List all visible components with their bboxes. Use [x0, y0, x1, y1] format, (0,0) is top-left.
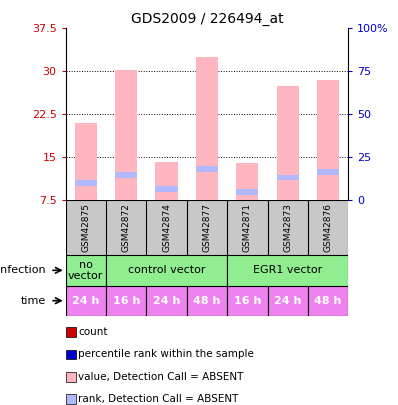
Bar: [106, 255, 227, 286]
Text: 24 h: 24 h: [274, 296, 301, 306]
Text: EGR1 vector: EGR1 vector: [253, 265, 322, 275]
Text: percentile rank within the sample: percentile rank within the sample: [78, 350, 254, 359]
Bar: [66, 255, 106, 286]
Bar: [115, 172, 137, 177]
Bar: [227, 255, 348, 286]
Bar: [277, 175, 299, 180]
Text: 48 h: 48 h: [193, 296, 220, 306]
Text: value, Detection Call = ABSENT: value, Detection Call = ABSENT: [78, 372, 244, 382]
Text: GSM42876: GSM42876: [324, 203, 333, 252]
Text: infection: infection: [0, 265, 46, 275]
Bar: [146, 286, 187, 316]
Text: 48 h: 48 h: [314, 296, 342, 306]
Text: GSM42873: GSM42873: [283, 203, 292, 252]
Bar: [156, 186, 178, 192]
Bar: [317, 169, 339, 175]
Bar: [106, 286, 146, 316]
Text: 16 h: 16 h: [113, 296, 140, 306]
Text: 24 h: 24 h: [72, 296, 100, 306]
Bar: [317, 80, 339, 200]
Text: no
vector: no vector: [68, 260, 103, 281]
Text: control vector: control vector: [128, 265, 205, 275]
Bar: [115, 70, 137, 200]
Bar: [227, 286, 267, 316]
Bar: [66, 286, 106, 316]
Bar: [75, 123, 97, 200]
Bar: [196, 57, 218, 200]
Text: GSM42875: GSM42875: [81, 203, 90, 252]
Bar: [75, 180, 97, 186]
Text: time: time: [21, 296, 46, 306]
Text: 24 h: 24 h: [153, 296, 180, 306]
Title: GDS2009 / 226494_at: GDS2009 / 226494_at: [131, 12, 283, 26]
Bar: [308, 286, 348, 316]
Text: GSM42874: GSM42874: [162, 203, 171, 252]
Bar: [187, 286, 227, 316]
Text: rank, Detection Call = ABSENT: rank, Detection Call = ABSENT: [78, 394, 239, 404]
Bar: [156, 162, 178, 200]
Text: GSM42877: GSM42877: [203, 203, 211, 252]
Bar: [196, 166, 218, 172]
Text: count: count: [78, 327, 108, 337]
Text: GSM42871: GSM42871: [243, 203, 252, 252]
Bar: [236, 189, 258, 195]
Bar: [236, 163, 258, 200]
Text: GSM42872: GSM42872: [122, 203, 131, 252]
Text: 16 h: 16 h: [234, 296, 261, 306]
Bar: [277, 86, 299, 200]
Bar: [267, 286, 308, 316]
